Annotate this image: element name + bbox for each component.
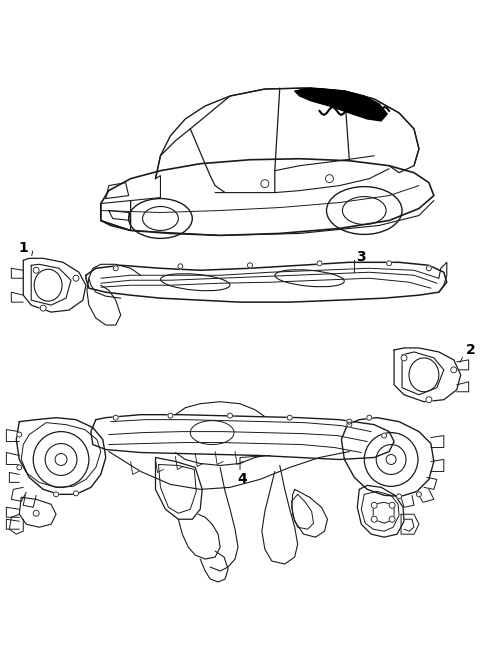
Circle shape bbox=[401, 355, 407, 361]
Circle shape bbox=[178, 264, 183, 269]
Circle shape bbox=[451, 367, 457, 373]
Circle shape bbox=[396, 494, 402, 499]
Polygon shape bbox=[295, 88, 387, 121]
Text: 3: 3 bbox=[357, 250, 366, 264]
Circle shape bbox=[371, 503, 377, 508]
Circle shape bbox=[426, 397, 432, 403]
Circle shape bbox=[389, 516, 395, 522]
Circle shape bbox=[113, 266, 118, 271]
Circle shape bbox=[73, 491, 78, 496]
Circle shape bbox=[17, 432, 22, 437]
Circle shape bbox=[261, 180, 269, 188]
Circle shape bbox=[287, 415, 292, 420]
Circle shape bbox=[426, 266, 432, 271]
Circle shape bbox=[113, 415, 118, 420]
Circle shape bbox=[325, 174, 334, 183]
Circle shape bbox=[228, 413, 232, 418]
Circle shape bbox=[382, 433, 387, 438]
Circle shape bbox=[347, 422, 352, 427]
Circle shape bbox=[73, 275, 79, 281]
Circle shape bbox=[248, 263, 252, 268]
Circle shape bbox=[367, 415, 372, 420]
Circle shape bbox=[40, 305, 46, 311]
Circle shape bbox=[317, 261, 322, 266]
Text: 4: 4 bbox=[237, 472, 247, 486]
Text: 2: 2 bbox=[466, 343, 476, 357]
Circle shape bbox=[389, 503, 395, 508]
Circle shape bbox=[417, 492, 421, 497]
Circle shape bbox=[347, 419, 352, 424]
Circle shape bbox=[33, 510, 39, 516]
Circle shape bbox=[371, 516, 377, 522]
Circle shape bbox=[17, 465, 22, 470]
Circle shape bbox=[54, 492, 59, 497]
Circle shape bbox=[168, 413, 173, 418]
Circle shape bbox=[387, 261, 392, 266]
Text: 1: 1 bbox=[18, 242, 28, 256]
Circle shape bbox=[33, 267, 39, 273]
